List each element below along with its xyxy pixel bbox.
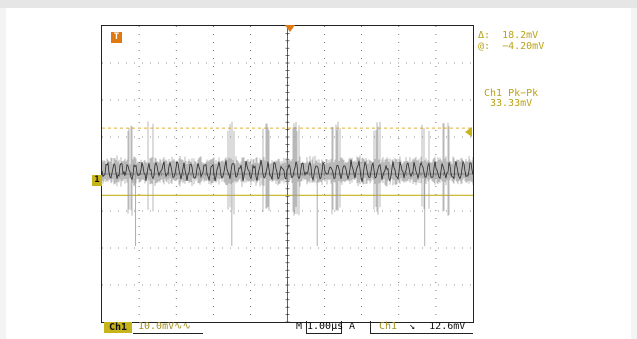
signal-trace bbox=[102, 121, 473, 247]
timebase-value[interactable]: 1.00μs bbox=[306, 321, 344, 334]
trigger-source: Ch1 bbox=[379, 321, 398, 332]
arrow-left-icon[interactable] bbox=[464, 127, 472, 137]
t-marker-label: T bbox=[113, 32, 120, 42]
ch1-badge[interactable]: Ch1 bbox=[104, 322, 132, 333]
trigger-level: 12.6mV bbox=[429, 321, 466, 332]
measurement-name: Ch1 Pk−Pk bbox=[484, 88, 539, 99]
cursor-delta-readout: Δ: 18.2mV bbox=[478, 30, 539, 41]
trigger-position-t-marker[interactable]: T bbox=[111, 32, 122, 43]
measurement-value: 33.33mV bbox=[490, 98, 533, 109]
cursor-at-readout: @: −4.20mV bbox=[478, 41, 545, 52]
ch1-ground-marker[interactable]: 1 bbox=[92, 175, 102, 186]
cursor-lines bbox=[102, 127, 473, 196]
timebase-prefix: M bbox=[296, 321, 303, 332]
vertical-scale[interactable]: 10.0mV∿∿ bbox=[133, 321, 203, 334]
bandwidth-icon: ∿∿ bbox=[174, 321, 191, 332]
scale-value: 10.0mV bbox=[138, 321, 175, 332]
trace-main bbox=[102, 159, 473, 183]
acquisition-prefix: A bbox=[349, 321, 356, 332]
top-strip bbox=[0, 0, 637, 8]
scope-screen bbox=[101, 25, 474, 323]
trigger-settings[interactable]: Ch1 ↘ 12.6mV bbox=[370, 321, 473, 334]
arrow-down-icon[interactable] bbox=[285, 25, 295, 33]
falling-edge-icon: ↘ bbox=[409, 321, 416, 332]
ch1-marker-label: 1 bbox=[94, 175, 100, 185]
